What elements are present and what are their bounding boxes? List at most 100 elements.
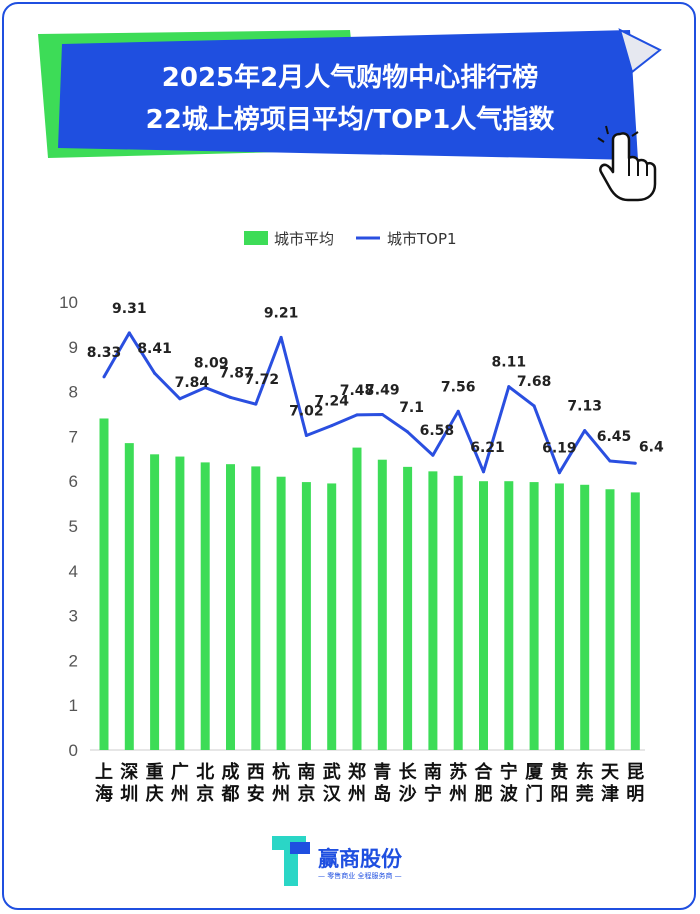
top1-value-label: 8.11 [492, 355, 527, 371]
top1-point-南宁 [431, 453, 435, 457]
top1-line [102, 331, 636, 475]
category-char: 成 [222, 761, 240, 783]
category-label: 青岛 [373, 762, 391, 805]
top1-value-label: 7.02 [289, 404, 324, 420]
category-char: 州 [347, 784, 366, 805]
hand-pointer-icon [597, 125, 657, 202]
legend-label-top1: 城市TOP1 [387, 230, 457, 248]
bar-武汉 [327, 483, 337, 750]
category-label: 深圳 [120, 761, 138, 805]
title-line2: 22城上榜项目平均/TOP1人气指数 [146, 104, 556, 135]
y-tick-label: 1 [69, 696, 78, 715]
top1-point-北京 [203, 386, 207, 390]
top1-point-上海 [102, 375, 106, 379]
logo-tagline: — 零售商业 全程服务商 — [318, 871, 402, 880]
top1-value-label: 7.13 [567, 399, 602, 415]
y-tick-label: 7 [69, 427, 78, 446]
top1-point-西安 [254, 402, 258, 406]
top1-value-label: 6.21 [470, 440, 505, 456]
category-char: 安 [247, 783, 265, 805]
y-tick-label: 0 [69, 741, 78, 760]
category-label: 武汉 [323, 762, 342, 805]
top1-value-label: 7.68 [517, 374, 552, 390]
top1-point-重庆 [153, 371, 157, 375]
category-char: 莞 [576, 784, 594, 805]
category-char: 北 [196, 762, 214, 783]
bar-南宁 [428, 471, 438, 750]
top1-point-东莞 [583, 429, 587, 433]
top1-value-label: 6.4 [639, 439, 664, 455]
category-char: 武 [323, 762, 341, 783]
y-tick-label: 6 [69, 472, 78, 491]
top1-value-label: 8.41 [137, 341, 172, 357]
category-char: 汉 [323, 784, 342, 805]
top1-point-广州 [178, 397, 182, 401]
top1-value-label: 6.45 [597, 429, 632, 445]
category-char: 青 [373, 762, 391, 783]
bar-上海 [99, 418, 109, 750]
top1-value-label: 7.24 [314, 394, 349, 410]
category-label: 东莞 [576, 761, 594, 805]
top1-value-label: 9.31 [112, 301, 147, 317]
category-label: 上海 [95, 762, 113, 805]
category-char: 南 [424, 761, 442, 783]
category-label: 南京 [297, 761, 315, 805]
top1-value-label: 7.56 [441, 379, 476, 395]
category-char: 广 [171, 761, 189, 783]
bar-南京 [301, 482, 311, 750]
category-char: 重 [146, 761, 164, 783]
category-char: 宁 [500, 761, 518, 783]
top1-value-label: 7.49 [365, 382, 400, 398]
category-label: 杭州 [271, 761, 290, 805]
bar-西安 [251, 466, 261, 750]
company-logo: 赢商股份 — 零售商业 全程服务商 — [272, 836, 403, 886]
bar-北京 [200, 462, 210, 750]
legend-swatch-avg [244, 231, 268, 245]
bar-成都 [226, 464, 235, 750]
top1-point-武汉 [330, 424, 334, 428]
legend: 城市平均 城市TOP1 [244, 230, 457, 248]
bar-昆明 [630, 492, 640, 750]
y-tick-label: 9 [69, 338, 78, 357]
category-char: 厦 [525, 762, 544, 783]
bar-苏州 [453, 475, 463, 750]
category-char: 杭 [272, 761, 290, 783]
category-label: 郑州 [347, 761, 366, 805]
category-char: 宁 [424, 783, 442, 805]
data-labels-top1: 8.33 9.31 8.41 7.84 8.097.877.72 9.21 7.027.24… [87, 301, 664, 457]
top1-point-昆明 [633, 461, 637, 465]
category-label: 宁波 [500, 761, 519, 805]
category-char: 深 [120, 761, 138, 783]
bar-青岛 [377, 459, 387, 750]
bar-贵阳 [554, 483, 564, 750]
top1-point-天津 [608, 459, 612, 463]
bar-郑州 [352, 447, 362, 750]
title-line1: 2025年2月人气购物中心排行榜 [162, 62, 538, 93]
category-char: 州 [448, 784, 467, 805]
logo-mark-icon [272, 836, 310, 886]
category-char: 苏 [449, 761, 467, 783]
category-char: 京 [196, 783, 214, 805]
top1-point-合肥 [482, 470, 485, 474]
category-char: 天 [601, 762, 620, 783]
top1-point-青岛 [380, 412, 384, 416]
top1-value-label: 8.33 [87, 345, 122, 361]
top1-point-南京 [304, 434, 308, 438]
category-label: 合肥 [474, 761, 494, 805]
top1-point-苏州 [456, 409, 460, 413]
category-char: 庆 [146, 783, 164, 805]
bar-重庆 [150, 454, 160, 750]
category-label: 昆明 [626, 762, 644, 805]
category-char: 沙 [399, 784, 417, 805]
category-label: 贵阳 [550, 762, 568, 805]
bar-广州 [175, 456, 185, 750]
category-char: 阳 [550, 784, 568, 805]
legend-label-avg: 城市平均 [274, 230, 334, 248]
bar-长沙 [403, 466, 413, 750]
bar-杭州 [276, 476, 286, 750]
bars-series-avg [99, 418, 640, 750]
y-axis: 0 1 2 3 4 5 6 7 8 9 10 [59, 293, 78, 760]
top1-value-label: 8.09 [194, 356, 229, 372]
category-label: 成都 [221, 761, 240, 805]
y-tick-label: 8 [69, 383, 78, 402]
